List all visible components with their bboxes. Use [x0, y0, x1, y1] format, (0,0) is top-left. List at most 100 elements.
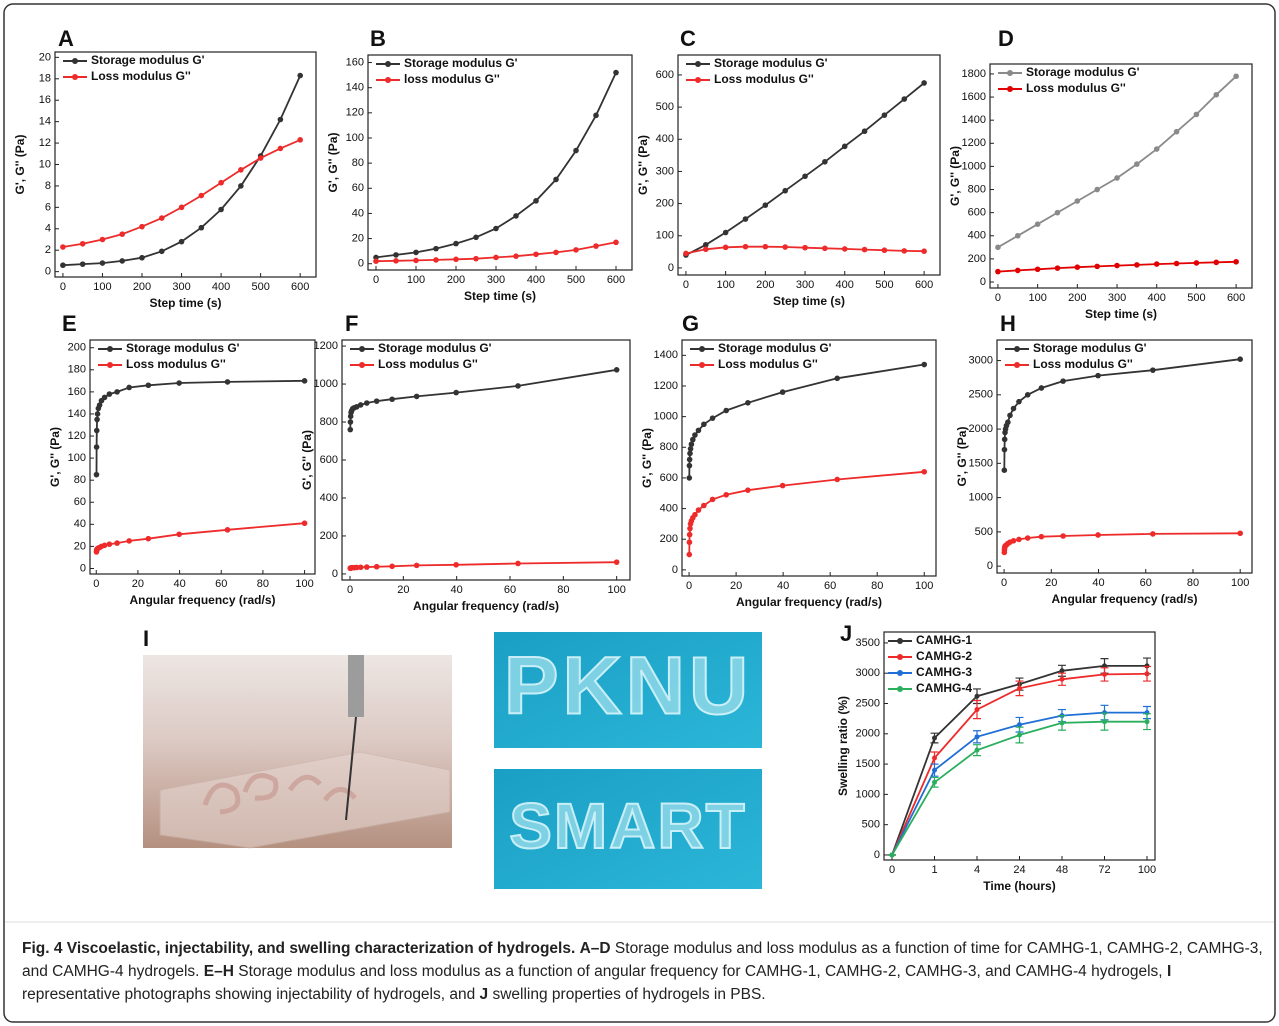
- caption-text: swelling properties of hydrogels in PBS.: [492, 986, 766, 1003]
- data-point: [1150, 367, 1156, 373]
- data-point: [762, 202, 769, 209]
- x-tick-label: 40: [451, 584, 463, 596]
- y-axis-label: G', G'' (Pa): [955, 427, 969, 487]
- data-point: [1074, 264, 1081, 270]
- data-point: [393, 252, 399, 258]
- data-point: [1102, 710, 1107, 716]
- data-point: [613, 559, 620, 565]
- data-point: [114, 540, 120, 546]
- chart: 0 500 1000 1500 2000 2500 3000 0 20 40 60 80 100 Angu…: [955, 311, 1253, 606]
- data-point: [932, 755, 937, 761]
- data-point: [779, 482, 786, 489]
- data-point: [297, 137, 303, 143]
- x-axis-label: Angular frequency (rad/s): [736, 595, 882, 609]
- data-point: [1059, 676, 1065, 682]
- y-axis-label: G', G'' (Pa): [636, 135, 650, 195]
- y-tick-label: 160: [68, 386, 86, 398]
- data-point: [822, 158, 828, 165]
- x-tick-label: 400: [527, 274, 545, 286]
- y-axis-label: G', G'' (Pa): [300, 430, 314, 490]
- y-tick-label: 500: [656, 101, 674, 113]
- data-point: [745, 487, 751, 493]
- data-point: [1059, 720, 1065, 726]
- data-point: [762, 243, 769, 250]
- legend-label: Storage modulus G': [718, 341, 832, 355]
- y-tick-label: 100: [346, 132, 364, 144]
- data-point: [932, 767, 937, 773]
- y-tick-label: 0: [980, 276, 986, 288]
- data-point: [881, 247, 888, 254]
- y-tick-label: 100: [68, 452, 86, 464]
- data-point: [1054, 265, 1061, 271]
- data-point: [1016, 398, 1022, 405]
- y-tick-label: 20: [39, 51, 51, 63]
- data-point: [453, 562, 459, 568]
- needle: [345, 716, 357, 821]
- y-tick-label: 12: [39, 137, 51, 149]
- y-tick-label: 160: [346, 56, 364, 68]
- data-point: [723, 491, 730, 498]
- chart: 0 20 40 60 80 100 120 140 160 180 200 0 20 40 60 80 100 A…: [48, 311, 316, 607]
- data-point: [1173, 128, 1180, 135]
- data-point: [709, 415, 716, 421]
- gel-text: SMART: [509, 790, 747, 862]
- data-point: [373, 398, 380, 404]
- x-tick-label: 24: [1013, 864, 1025, 876]
- x-tick-label: 0: [995, 292, 1001, 304]
- y-tick-label: 100: [656, 230, 674, 242]
- data-point: [1095, 532, 1101, 538]
- data-point: [176, 531, 182, 538]
- data-point: [1094, 186, 1100, 193]
- data-point: [364, 564, 370, 570]
- y-axis-label: G', G'' (Pa): [48, 427, 62, 487]
- data-point: [453, 389, 459, 396]
- data-point: [889, 852, 895, 858]
- data-point: [515, 560, 521, 567]
- plot-frame: [89, 339, 316, 575]
- data-point: [473, 255, 479, 262]
- data-point: [974, 693, 980, 699]
- data-point: [1233, 258, 1239, 265]
- data-point: [695, 507, 702, 513]
- series-line: [688, 363, 925, 478]
- x-tick-label: 100: [915, 580, 933, 592]
- data-point: [995, 268, 1001, 275]
- data-point: [1054, 209, 1061, 216]
- y-tick-label: 2500: [856, 697, 880, 709]
- y-tick-label: 1800: [962, 68, 986, 80]
- y-tick-label: 500: [975, 526, 993, 538]
- data-point: [373, 563, 380, 570]
- x-axis-label: Angular frequency (rad/s): [1051, 592, 1197, 606]
- legend-label: Loss modulus G'': [126, 357, 226, 371]
- data-point: [901, 248, 908, 254]
- data-point: [1144, 719, 1150, 725]
- x-axis-label: Step time (s): [149, 296, 221, 310]
- y-tick-label: 1000: [314, 378, 338, 390]
- data-point: [861, 246, 868, 253]
- photo-panel: I PKNU SMART: [143, 626, 762, 889]
- legend-label: Storage modulus G': [1033, 341, 1147, 355]
- data-point: [782, 187, 788, 194]
- legend-marker: [385, 77, 391, 83]
- data-point: [364, 400, 370, 406]
- data-point: [94, 416, 100, 423]
- data-point: [224, 527, 231, 533]
- data-point: [257, 155, 264, 161]
- y-tick-label: 1200: [314, 340, 338, 352]
- series-line: [95, 522, 305, 552]
- data-point: [60, 244, 66, 250]
- x-tick-label: 60: [215, 578, 227, 590]
- data-point: [1010, 405, 1017, 412]
- x-tick-label: 0: [1001, 577, 1007, 589]
- y-tick-label: 60: [352, 182, 364, 194]
- data-point: [1005, 419, 1011, 426]
- data-point: [1153, 146, 1160, 152]
- x-tick-label: 100: [607, 584, 625, 596]
- x-tick-label: 0: [683, 279, 689, 291]
- x-tick-label: 100: [295, 578, 313, 590]
- legend-label: Loss modulus G'': [714, 72, 814, 86]
- data-point: [687, 446, 694, 452]
- y-tick-label: 400: [968, 230, 986, 242]
- data-point: [723, 407, 730, 414]
- legend-marker: [359, 346, 365, 352]
